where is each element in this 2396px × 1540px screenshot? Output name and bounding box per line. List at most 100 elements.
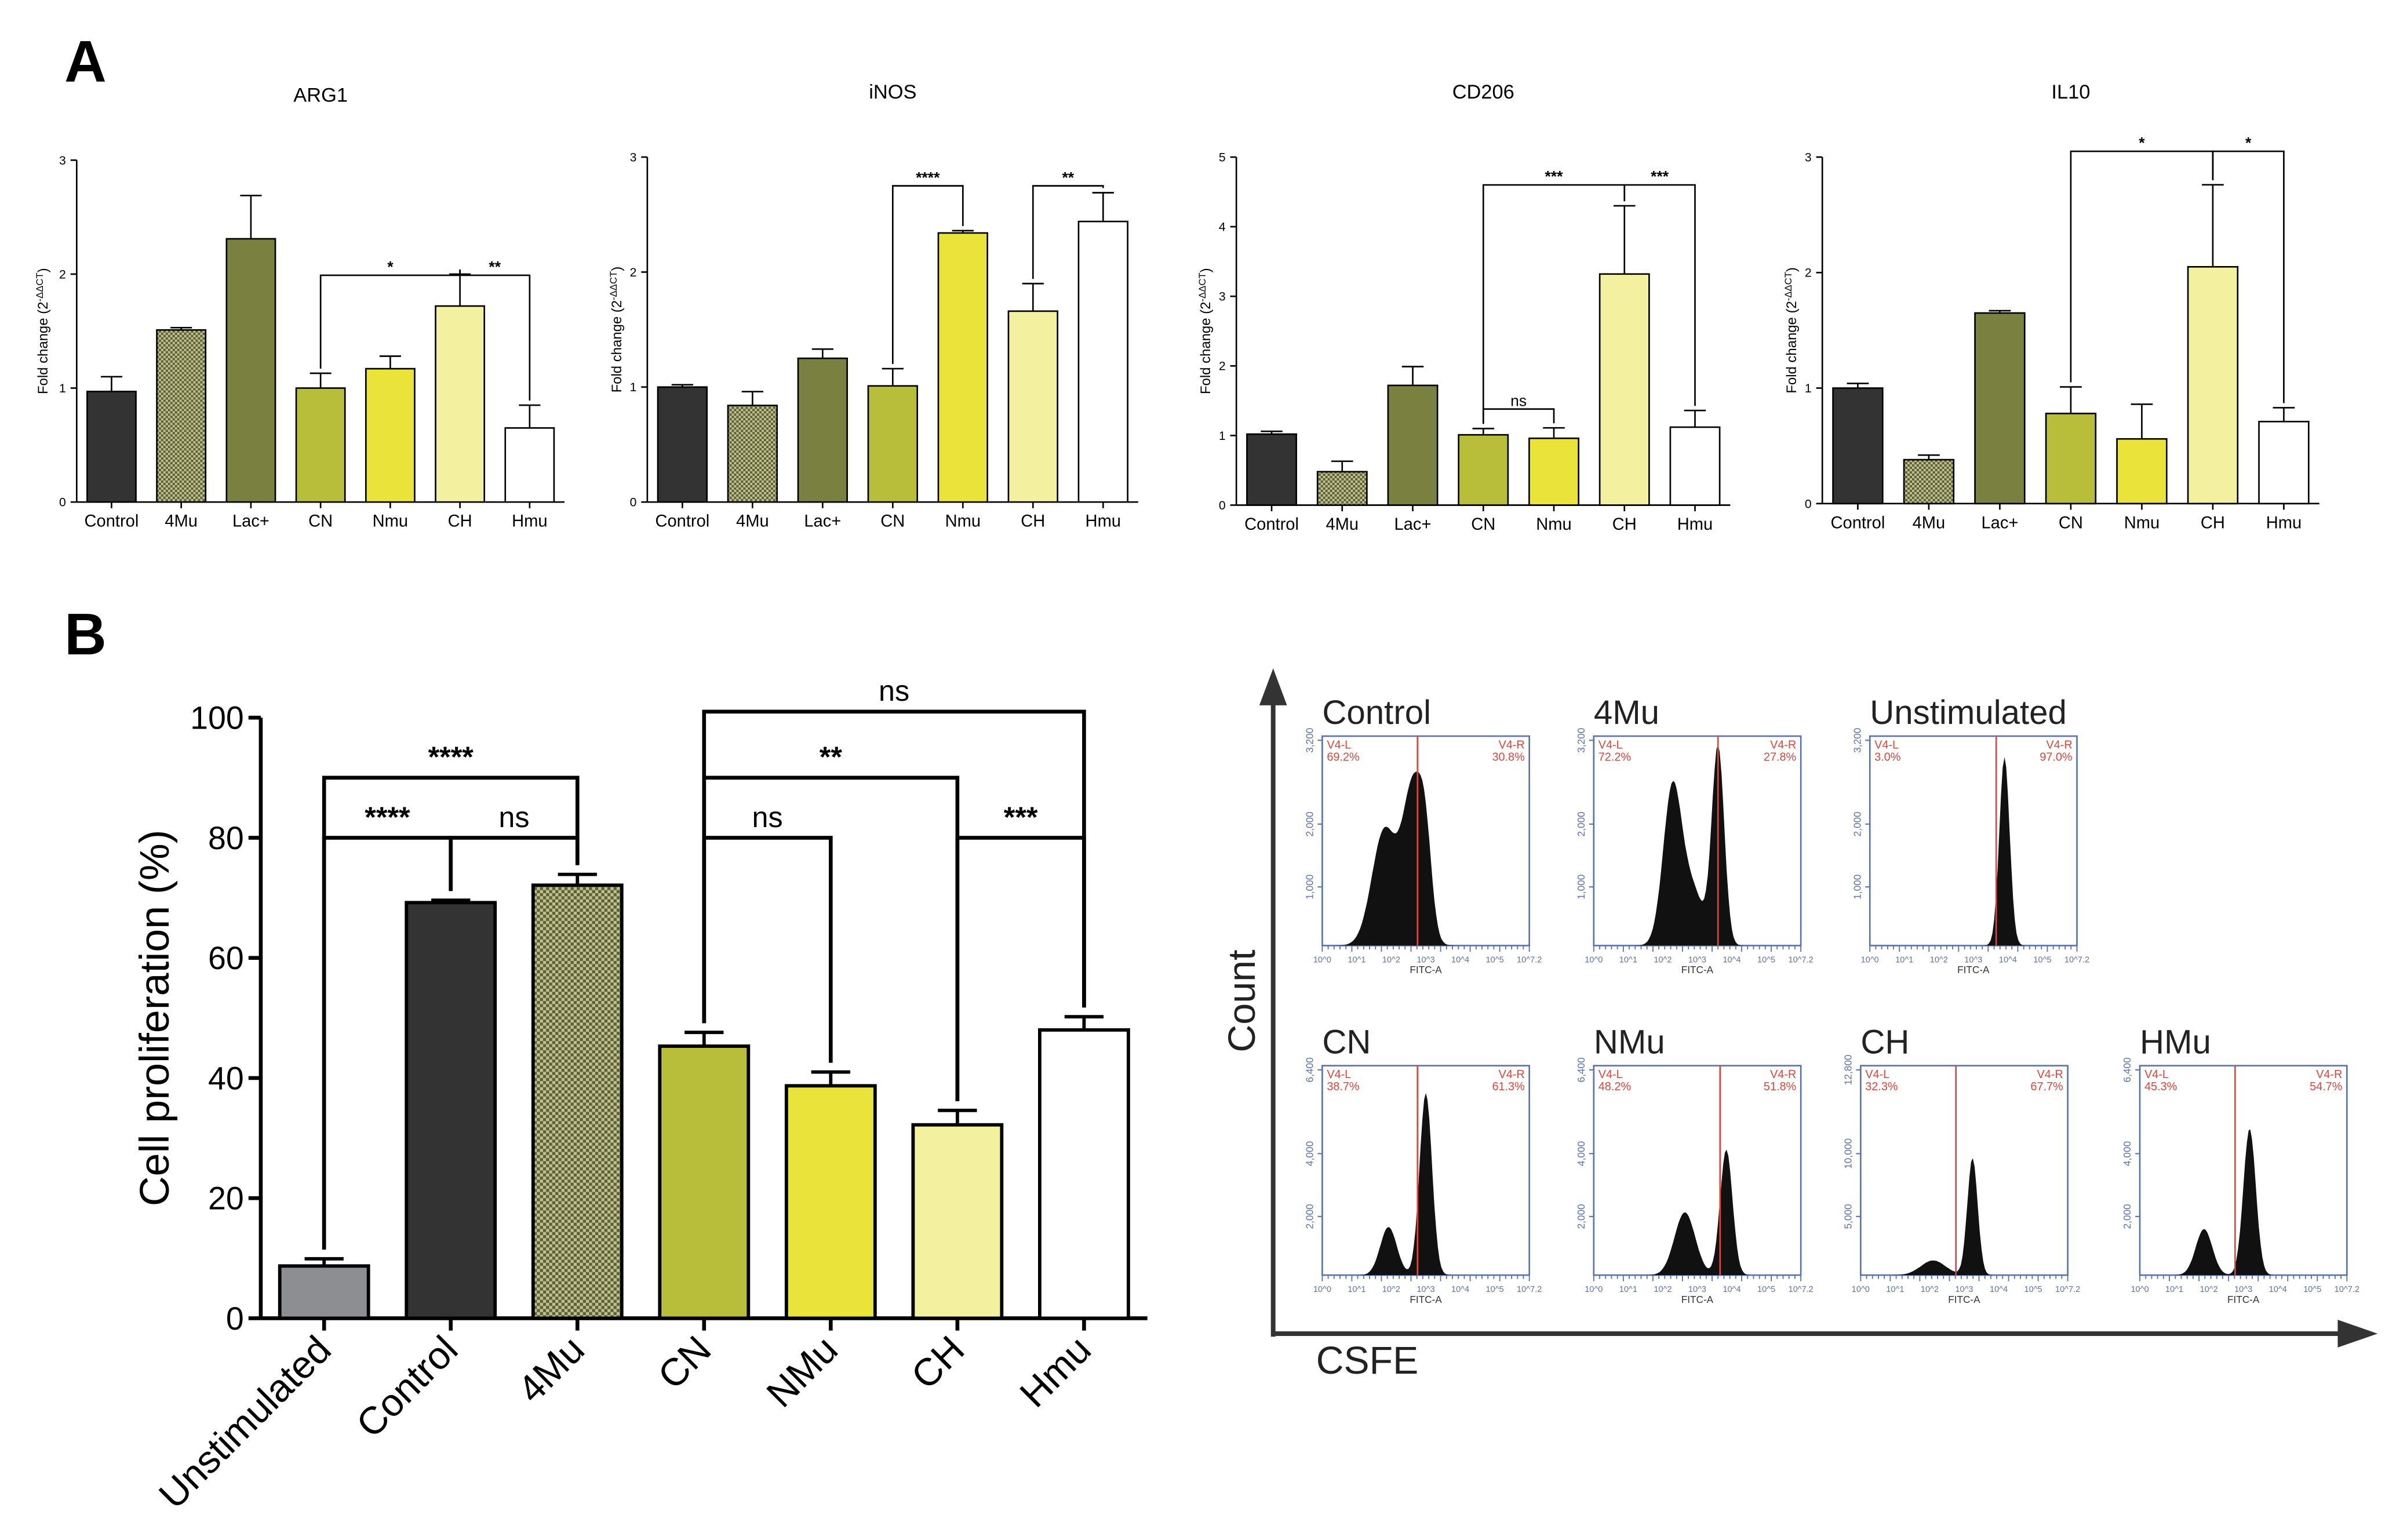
significance-bracket <box>1482 408 1555 424</box>
flow-y-tick-label: 1,000 <box>1851 875 1863 900</box>
significance-bracket <box>322 776 580 1250</box>
flow-plot-title: 4Mu <box>1594 694 1659 731</box>
flow-plot-4mu: 4Mu V4-L72.2% V4-R27.8% 1,000 2,000 3,200 10^0… <box>1575 694 1814 976</box>
flow-y-tick-label: 2,000 <box>1575 811 1587 836</box>
histogram <box>2140 1129 2347 1275</box>
flow-x-tick-label: 10^2 <box>1921 1285 1939 1294</box>
gate-right-percent: 51.8% <box>1764 1080 1796 1093</box>
x-tick-label: NMu <box>759 1328 846 1416</box>
y-axis-label: Fold change (2-ΔΔCT) <box>34 268 51 394</box>
x-tick-label: CN <box>308 512 333 531</box>
x-tick-label: CH <box>904 1328 973 1397</box>
bar-lac+ <box>225 238 276 503</box>
y-tick-label: 1 <box>59 382 66 395</box>
x-tick-label: Lac+ <box>804 512 841 531</box>
flow-y-tick-label: 6,400 <box>1304 1057 1316 1082</box>
gate-left-label: V4-L <box>2144 1068 2169 1081</box>
significance-label: ** <box>1062 169 1074 186</box>
flow-x-tick-label: 10^0 <box>1313 1285 1331 1294</box>
x-tick-label: Nmu <box>945 512 981 531</box>
gate-left-label: V4-L <box>1874 738 1899 751</box>
x-tick-label: Hmu <box>2266 514 2302 532</box>
gate-right-label: V4-R <box>2046 738 2072 751</box>
y-tick-label: 0 <box>630 496 637 509</box>
bar-nmu <box>1528 437 1579 506</box>
x-tick-label: Control <box>1831 514 1885 532</box>
flow-y-tick-label: 4,000 <box>1304 1141 1316 1166</box>
significance-label: ** <box>489 259 501 276</box>
bar-4mu <box>727 405 778 503</box>
gate-right-label: V4-R <box>2037 1068 2063 1081</box>
flow-axis-label: FITC-A <box>1410 964 1442 975</box>
bar-cn <box>867 385 918 503</box>
flow-plot-frame <box>1593 1065 1802 1276</box>
x-tick-label: CN <box>650 1328 719 1397</box>
bar-hmu <box>1037 1028 1130 1320</box>
flow-y-tick-label: 2,000 <box>1304 811 1316 836</box>
significance-label: **** <box>916 169 940 186</box>
bar-chart-3: IL10 0 1 2 3 Fold change (2-ΔΔCT) Control 4Mu La… <box>1783 81 2319 532</box>
flow-x-tick-label: 10^1 <box>1619 956 1637 965</box>
bar-cn <box>2045 413 2097 505</box>
x-tick-label: 4Mu <box>1913 514 1946 532</box>
bar-lac+ <box>797 357 849 503</box>
flow-x-tick-label: 10^7.2 <box>2064 956 2089 965</box>
bar-cn <box>295 387 346 503</box>
x-tick-label: Hmu <box>1086 512 1121 531</box>
chart-title: IL10 <box>2051 81 2090 103</box>
x-tick-label: CN <box>880 512 905 531</box>
bar-ch <box>1007 310 1058 503</box>
gate-left-percent: 38.7% <box>1327 1080 1359 1093</box>
gate-left-percent: 32.3% <box>1865 1080 1898 1093</box>
flow-plot-ch: CH V4-L32.3% V4-R67.7% 5,000 10,000 12,800 10^… <box>1842 1023 2080 1305</box>
flow-x-tick-label: 10^5 <box>1486 956 1504 965</box>
y-tick-label: 3 <box>630 151 637 164</box>
flow-x-tick-label: 10^3 <box>1417 1285 1434 1294</box>
significance-label: ns <box>498 800 529 833</box>
flow-plot-title: CH <box>1860 1023 1909 1061</box>
bar-lac+ <box>1974 312 2026 505</box>
bar-nmu <box>937 232 988 503</box>
significance-label: ns <box>752 800 783 833</box>
histogram <box>1593 744 1801 946</box>
gate-left-percent: 72.2% <box>1598 751 1631 764</box>
x-tick-label: 4Mu <box>165 512 198 531</box>
gate-left-percent: 3.0% <box>1874 751 1900 764</box>
y-tick-label: 0 <box>1805 497 1812 511</box>
flow-plot-title: Unstimulated <box>1870 694 2067 731</box>
flow-x-tick-label: 10^2 <box>1930 956 1948 965</box>
bar-control <box>657 386 708 503</box>
y-axis-label: Cell proliferation (%) <box>132 829 178 1206</box>
significance-bracket <box>1032 185 1104 279</box>
bar-hmu <box>1077 220 1128 503</box>
bar-chart-2: CD206 0 1 2 3 4 5 Fold change (2-ΔΔCT) Control 4M… <box>1197 81 1731 534</box>
flow-x-tick-label: 10^2 <box>1654 956 1672 965</box>
bar-nmu <box>784 1084 877 1320</box>
gate-left-percent: 69.2% <box>1327 751 1359 764</box>
y-tick-label: 2 <box>59 268 66 281</box>
flow-x-tick-label: 10^3 <box>1417 956 1434 965</box>
y-tick-label: 2 <box>630 266 637 279</box>
significance-bracket <box>892 185 964 365</box>
flow-y-tick-label: 6,400 <box>2121 1057 2133 1082</box>
bar-control <box>86 391 137 503</box>
flow-x-tick-label: 10^0 <box>1585 1285 1603 1294</box>
y-tick-label: 40 <box>208 1060 244 1096</box>
x-tick-label: Unstimulated <box>151 1328 339 1517</box>
flow-y-tick-label: 4,000 <box>2121 1141 2133 1166</box>
bar-nmu <box>2116 438 2168 505</box>
gate-left-label: V4-L <box>1865 1068 1889 1081</box>
flow-y-tick-label: 2,000 <box>1304 1204 1316 1229</box>
flow-x-tick-label: 10^7.2 <box>1517 1285 1542 1294</box>
flow-x-tick-label: 10^0 <box>1313 956 1331 965</box>
flow-plot-title: HMu <box>2140 1023 2211 1061</box>
gate-left-label: V4-L <box>1598 738 1623 751</box>
flow-x-tick-label: 10^4 <box>1451 1285 1469 1294</box>
x-tick-label: Control <box>348 1328 466 1446</box>
flow-plot-unstimulated: Unstimulated V4-L3.0% V4-R97.0% 1,000 2,000 3… <box>1851 694 2089 976</box>
bar-unstimulated <box>278 1264 370 1320</box>
flow-x-axis-label: CSFE <box>1316 1339 1418 1382</box>
histogram <box>1860 1158 2068 1275</box>
flow-x-tick-label: 10^0 <box>1852 1285 1870 1294</box>
y-tick-label: 3 <box>1219 290 1226 304</box>
